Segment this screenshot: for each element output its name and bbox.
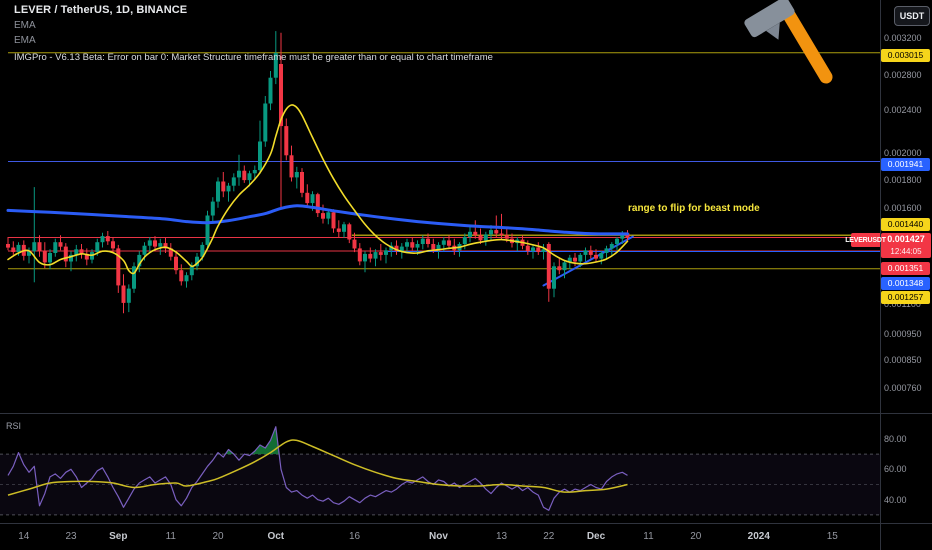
time-axis-tick: Dec [586,531,606,542]
price-axis-tick: 0.001800 [884,175,922,185]
bar-countdown: 12:44:05 [890,247,922,256]
indicator-label-ema1[interactable]: EMA [14,20,36,31]
price-scale[interactable]: 0.001427 12:44:05 0.003200 0.002800 0.0024… [881,0,932,523]
current-price-value: 0.001427 [887,234,925,244]
time-axis-tick: 15 [826,531,838,542]
price-axis-tick: 0.003200 [884,33,922,43]
time-axis-tick: Oct [267,531,285,542]
time-axis-tick: 20 [690,531,702,542]
price-axis-tick: 0.001100 [884,299,921,309]
price-axis-tick: 0.000760 [884,383,922,393]
price-axis-tick: 0.000850 [884,355,922,365]
time-axis-tick: 20 [212,531,224,542]
price-scale-divider[interactable] [880,0,881,550]
price-level-label: 0.003015 [881,48,930,62]
current-price-label: 0.001427 12:44:05 [881,233,931,258]
time-axis-tick: 16 [348,531,361,542]
time-scale[interactable]: 14 23 Sep 11 20 Oct 16 Nov 13 22 Dec 11 20 2024 15 [0,523,932,550]
time-axis-tick: 23 [65,531,77,542]
time-axis-tick: 2024 [747,531,770,542]
time-axis-tick: 22 [543,531,555,542]
price-level-label: 0.001941 [881,157,930,171]
indicator-error-message: IMGPro - V6.13 Beta: Error on bar 0: Mar… [14,52,493,63]
time-axis-tick: 14 [18,531,30,542]
ema-fast-line [7,104,629,275]
symbol-title: LEVER / TetherUS, 1D, BINANCE [14,4,188,16]
trendline [542,235,634,287]
price-level-label: 0.001351 [881,261,930,275]
price-axis-tick: 0.002400 [884,105,922,115]
price-axis-tick: 0.000950 [884,329,922,339]
rsi-ma-line [7,439,628,496]
rsi-pane-label[interactable]: RSI [6,421,22,431]
annotation-text[interactable]: range to flip for beast mode [628,203,760,214]
rsi-axis-tick: 40.00 [884,494,907,505]
rsi-axis-tick: 60.00 [884,464,907,475]
hammer-icon[interactable] [740,0,850,95]
time-axis-tick: 13 [495,531,508,542]
rsi-axis-tick: 80.00 [884,433,907,444]
time-axis-tick: 11 [643,531,654,542]
price-level-label: 0.001348 [881,276,930,290]
time-axis-tick: Nov [429,531,448,542]
time-axis-tick: 11 [165,531,176,542]
currency-toggle-button[interactable]: USDT [894,6,930,26]
ema-slow-line [6,204,629,236]
symbol-tag-label: LEVERUSDT [845,233,886,247]
price-axis-tick: 0.002000 [884,148,922,158]
rsi-line [7,426,628,511]
price-level-label: 0.001440 [881,217,930,231]
price-axis-tick: 0.002800 [884,70,922,80]
chart-legend: LEVER / TetherUS, 1D, BINANCE EMA EMA IM… [14,4,493,63]
indicator-label-ema2[interactable]: EMA [14,35,36,46]
price-axis-tick: 0.001600 [884,203,922,213]
pane-divider[interactable] [0,413,932,414]
price-level-label: 0.001257 [881,290,930,304]
time-axis-tick: Sep [109,531,128,542]
